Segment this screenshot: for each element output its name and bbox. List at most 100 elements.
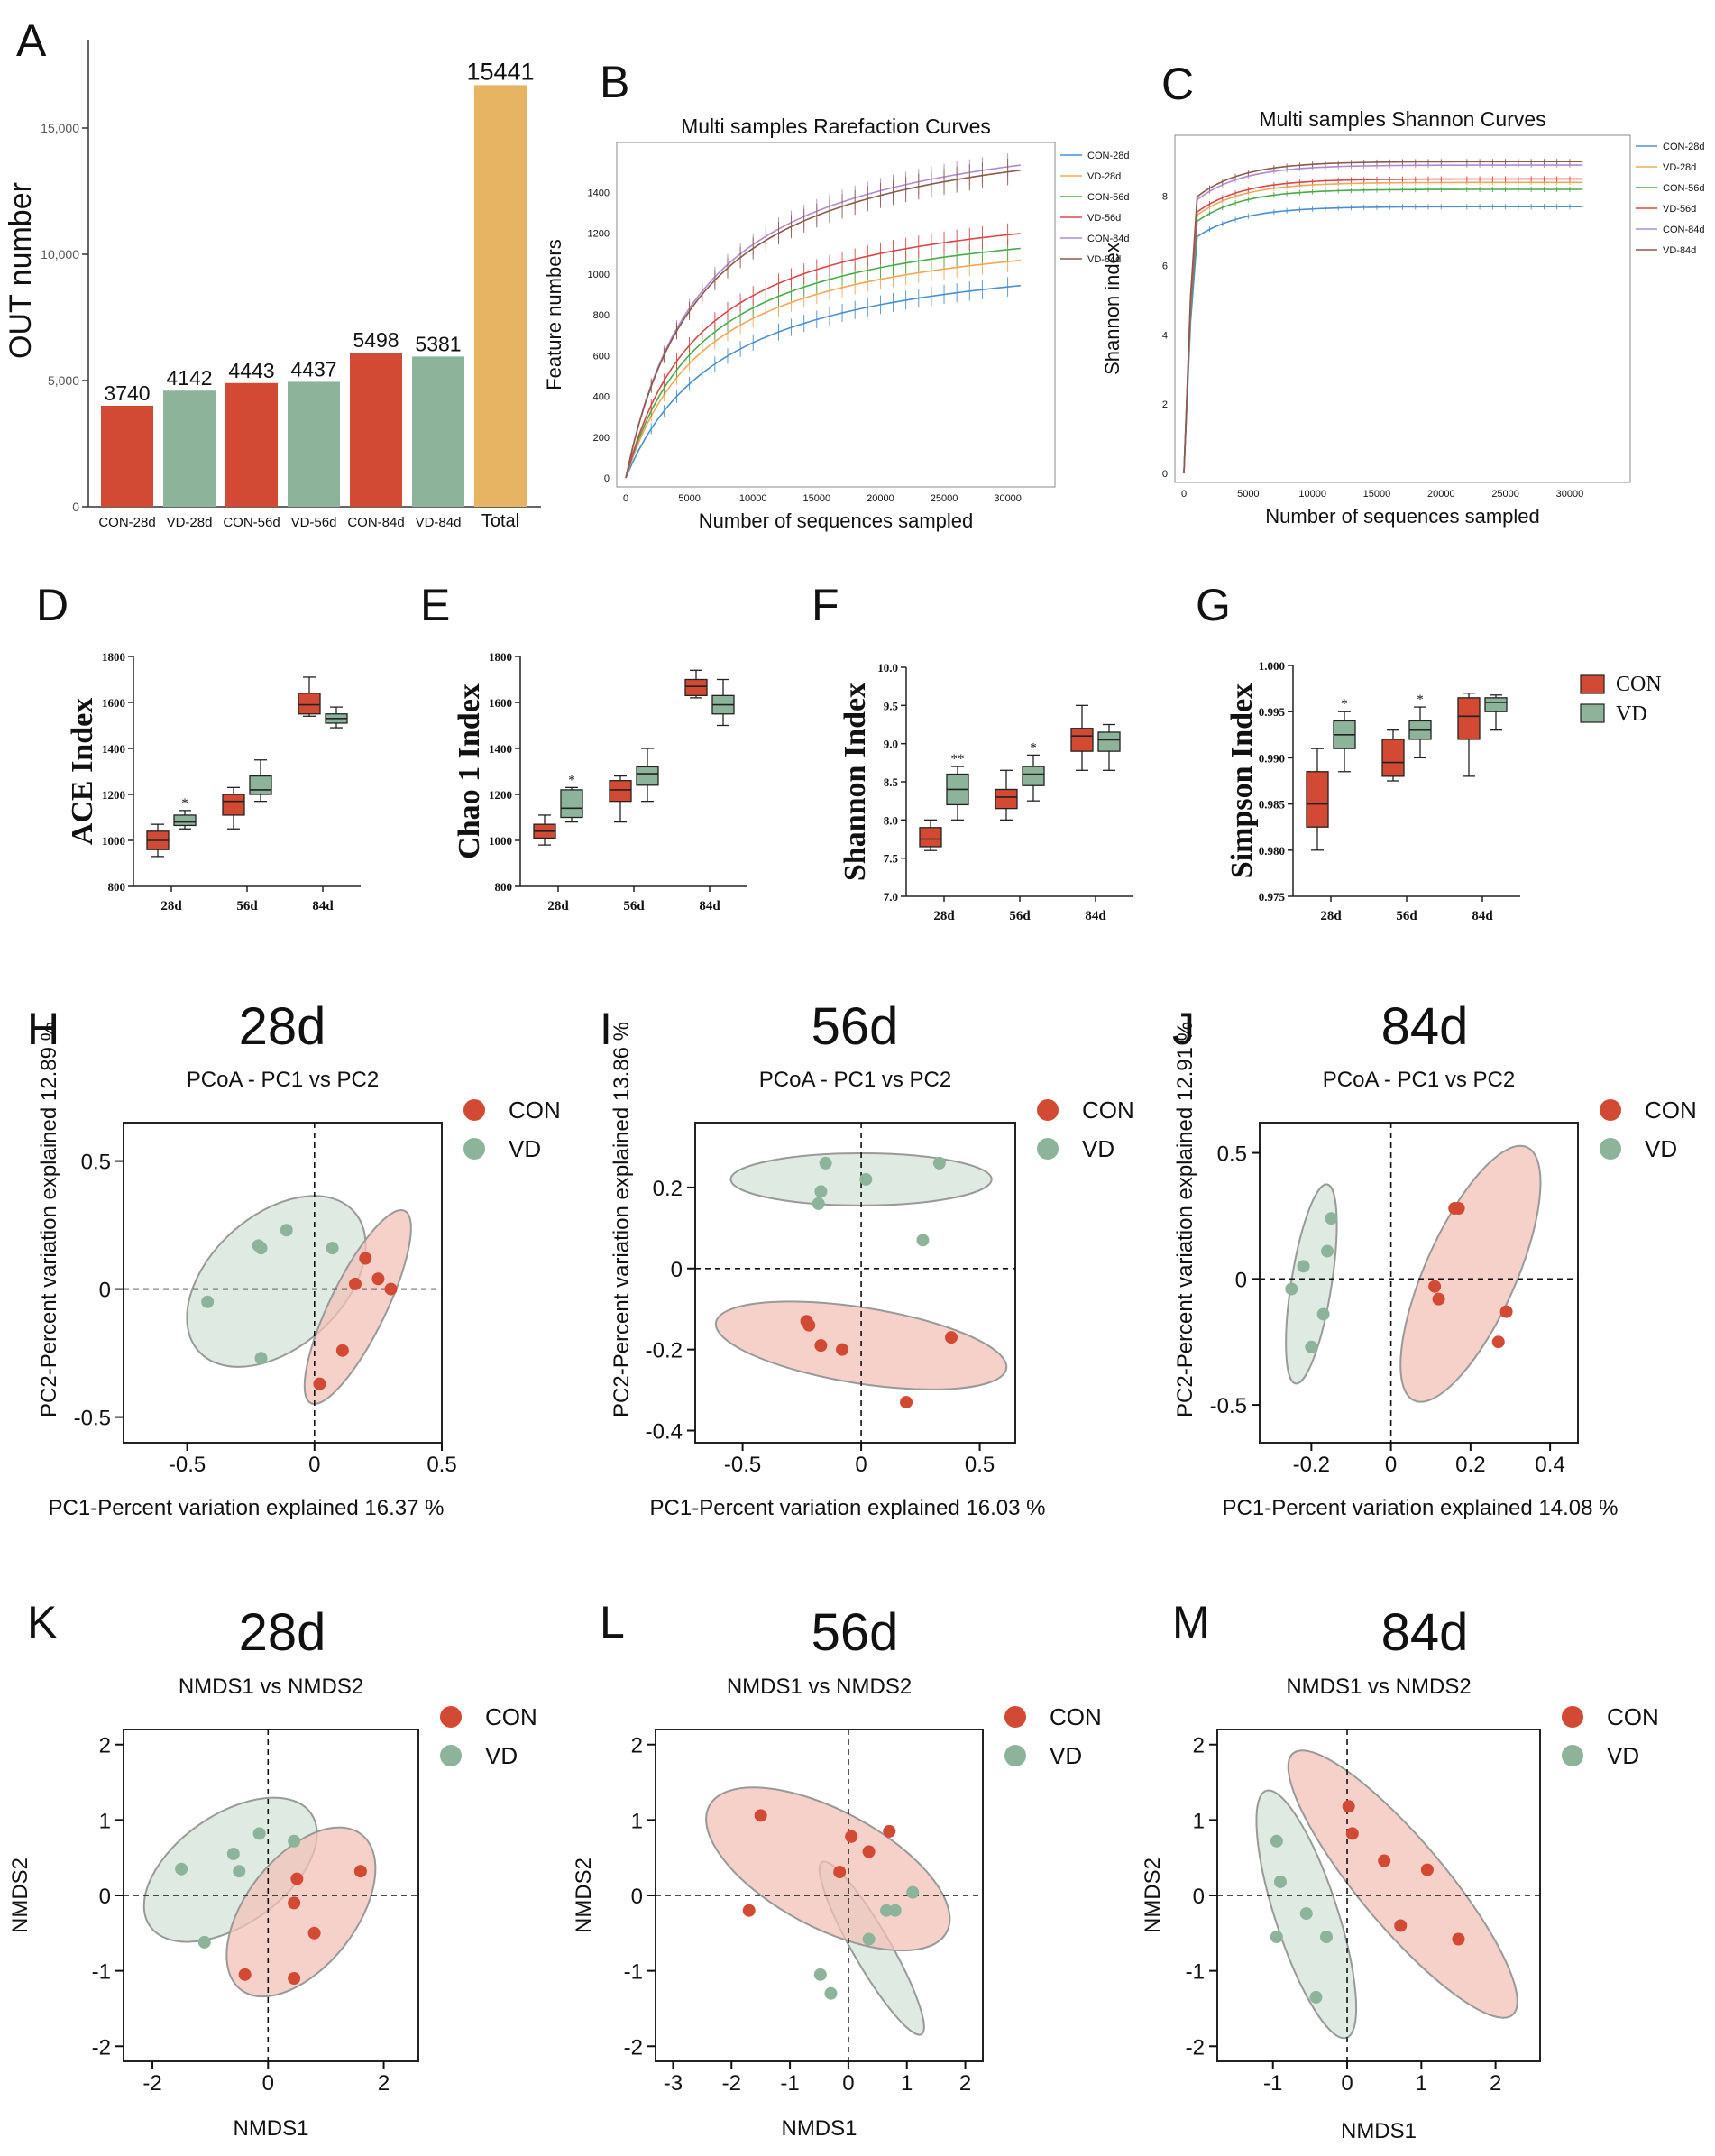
x-tick-label: 0 [1181, 489, 1187, 500]
point-vd [254, 1352, 268, 1365]
point-con [1378, 1854, 1391, 1867]
y-tick-label: 0 [72, 500, 79, 514]
point-con [883, 1824, 896, 1838]
y-tick-label: -1 [92, 1960, 111, 1985]
y-axis-label: Simpson Index [1225, 683, 1259, 878]
bar-value-label: 4443 [228, 359, 274, 382]
legend-marker-vd [463, 1138, 485, 1160]
box-con-56d [609, 780, 632, 803]
legend-marker-con [440, 1706, 462, 1728]
point-vd [226, 1848, 240, 1860]
curve-con-84d [625, 164, 1021, 479]
point-con [290, 1872, 304, 1885]
y-tick-label: 1800 [102, 650, 125, 664]
point-con [742, 1904, 756, 1917]
bar-vd-28d [163, 390, 216, 507]
legend-label-vd: VD [1607, 1742, 1639, 1769]
point-con [900, 1396, 913, 1409]
y-tick-label: 0.975 [1259, 890, 1286, 904]
chart-title: NMDS1 vs NMDS2 [1286, 1674, 1471, 1699]
y-tick-label: 800 [593, 310, 610, 321]
y-tick-label: 2 [1162, 399, 1168, 410]
curve-con-28d [625, 284, 1021, 479]
x-tick-label: 56d [1009, 909, 1031, 923]
box-vd-56d [249, 775, 272, 795]
point-vd [916, 1234, 930, 1247]
panel-k-scatter: 28d NMDS1 vs NMDS2 -2 0 2 -2 -1 0 1 2 NMDS1 NMDS2 CO… [8, 1603, 537, 2141]
x-tick-label: 5000 [678, 493, 700, 504]
y-tick-label: 0.990 [1259, 751, 1285, 765]
point-con [348, 1277, 362, 1290]
y-tick-label: 400 [593, 392, 610, 403]
y-tick-label: 0 [671, 1258, 683, 1282]
point-con [288, 1972, 301, 1985]
y-tick-label: 0.980 [1259, 844, 1285, 858]
point-con [1452, 1932, 1465, 1946]
y-tick-label: 5,000 [48, 373, 79, 388]
legend-label-vd: VD [509, 1135, 541, 1162]
panel-letter-h: H [27, 1004, 60, 1054]
legend-label-con: CON [485, 1703, 537, 1730]
x-tick-label: 0 [1341, 2071, 1353, 2096]
y-tick-label: 0.5 [1217, 1142, 1247, 1167]
confidence-ellipse-con [1399, 1144, 1542, 1403]
y-tick-label: 0 [99, 1279, 111, 1303]
curve-vd-84d [1183, 161, 1583, 474]
y-tick-label: 1000 [588, 270, 610, 280]
x-tick-label: 0.5 [426, 1453, 456, 1477]
point-vd [197, 1935, 211, 1949]
point-vd [880, 1904, 894, 1917]
legend-label: CON-84d [1087, 234, 1129, 244]
x-tick-label: 30000 [994, 493, 1022, 504]
significance-marker: * [568, 773, 575, 787]
point-vd [1319, 1931, 1333, 1943]
confidence-ellipse-con [705, 1786, 951, 1952]
panel-heading: 56d [812, 997, 899, 1056]
panel-j-scatter: 84d PCoA - PC1 vs PC2 -0.2 0 0.2 0.4 -0.5 0 0.5 P… [1173, 997, 1697, 1520]
point-vd [932, 1156, 946, 1170]
point-vd [233, 1865, 246, 1878]
y-tick-label: -2 [1186, 2035, 1205, 2060]
box-legend: CON VD [1580, 673, 1662, 726]
point-vd [862, 1932, 876, 1946]
point-con [1342, 1800, 1355, 1813]
legend-marker-con [1600, 1099, 1621, 1121]
curve-vd-28d [1183, 181, 1583, 474]
x-tick-label: 28d [1320, 909, 1342, 923]
point-con [1432, 1292, 1445, 1306]
legend-marker-con [1562, 1706, 1583, 1728]
point-con [862, 1845, 876, 1858]
point-con [833, 1866, 847, 1879]
y-tick-label: -2 [92, 2035, 111, 2060]
legend-marker-vd [1562, 1745, 1583, 1766]
y-tick-label: 0 [604, 473, 610, 484]
chart-title: NMDS1 vs NMDS2 [179, 1674, 363, 1699]
significance-marker: * [1030, 740, 1037, 755]
x-tick-label: 20000 [1427, 489, 1455, 500]
point-con [371, 1272, 385, 1286]
point-vd [859, 1172, 873, 1186]
y-tick-label: 0.5 [81, 1151, 111, 1175]
point-con [313, 1377, 326, 1390]
point-vd [326, 1242, 339, 1255]
x-axis-label: PC1-Percent variation explained 16.03 % [650, 1496, 1046, 1520]
y-tick-label: 1200 [588, 229, 610, 240]
y-axis-label: Chao 1 Index [453, 683, 486, 859]
point-con [1428, 1280, 1442, 1293]
y-axis-label: Feature numbers [543, 239, 565, 390]
y-axis-label: NMDS2 [8, 1858, 32, 1933]
bar-value-label: 15441 [466, 58, 534, 85]
y-tick-label: 1600 [489, 696, 512, 710]
y-tick-label: 8 [1162, 192, 1168, 203]
point-vd [1270, 1931, 1283, 1943]
significance-marker: * [1417, 693, 1424, 707]
x-tick-label: 84d [1085, 909, 1106, 923]
point-con [1491, 1335, 1505, 1349]
point-vd [813, 1968, 827, 1981]
point-vd [254, 1242, 268, 1255]
y-tick-label: 2 [99, 1734, 111, 1758]
chart-title: PCoA - PC1 vs PC2 [187, 1068, 379, 1092]
legend-swatch-con [1580, 674, 1605, 694]
y-tick-label: 1400 [489, 742, 512, 756]
